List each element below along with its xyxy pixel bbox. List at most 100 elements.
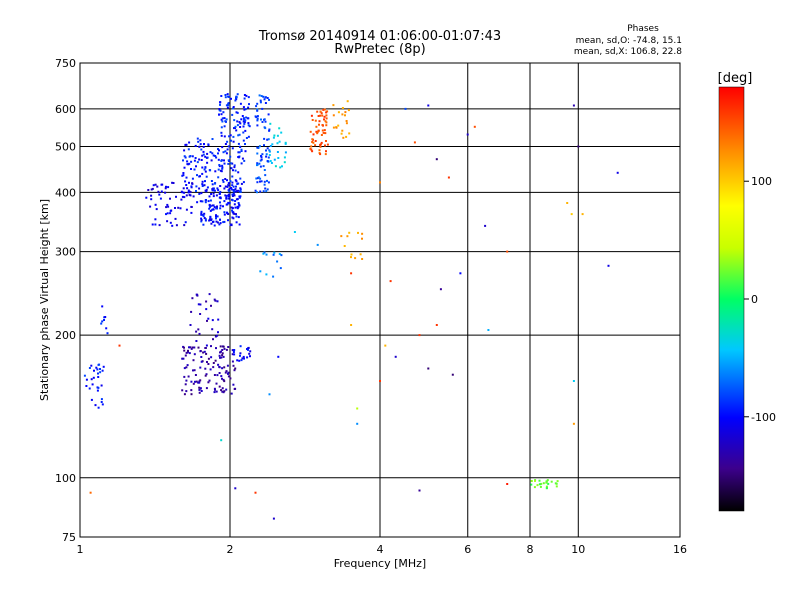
data-point — [206, 152, 209, 155]
data-point — [200, 212, 203, 215]
data-point — [262, 252, 265, 255]
data-point — [196, 201, 199, 204]
data-point — [211, 138, 214, 140]
data-point — [218, 372, 221, 374]
data-point — [218, 164, 221, 166]
data-point — [262, 95, 265, 98]
data-point — [484, 224, 487, 227]
data-point — [203, 168, 206, 171]
data-point — [231, 181, 234, 184]
data-point — [242, 106, 245, 109]
data-point — [225, 197, 228, 200]
y-tick-label: 400 — [55, 186, 76, 199]
data-point — [104, 316, 107, 318]
data-point — [259, 180, 261, 183]
data-point — [221, 387, 224, 390]
data-point — [202, 145, 205, 148]
data-point — [160, 190, 163, 193]
data-point — [283, 161, 286, 164]
data-point — [350, 253, 353, 256]
data-point — [324, 132, 327, 135]
data-point — [158, 224, 161, 227]
data-point — [242, 120, 245, 123]
data-point — [216, 207, 218, 210]
data-point — [183, 346, 185, 349]
data-point — [216, 300, 219, 303]
data-point — [189, 155, 192, 157]
y-tick-labels: 75 100 200 300 400 500 600 750 — [55, 57, 76, 544]
colorbar-label: [deg] — [718, 71, 753, 86]
data-point — [226, 185, 229, 188]
data-point — [389, 280, 392, 283]
data-point — [347, 109, 350, 112]
data-point — [185, 390, 188, 393]
data-point — [210, 159, 213, 162]
data-point — [184, 180, 187, 183]
data-point — [225, 203, 228, 206]
data-point — [217, 168, 220, 171]
data-point — [332, 126, 335, 129]
data-point — [171, 181, 174, 184]
data-point — [199, 200, 202, 203]
data-point — [231, 209, 233, 212]
data-point — [184, 143, 187, 146]
data-point — [172, 182, 175, 184]
data-point — [210, 304, 212, 307]
data-point — [227, 195, 230, 198]
data-point — [211, 328, 214, 331]
data-point — [205, 175, 208, 178]
data-point — [231, 349, 234, 352]
data-point — [314, 144, 317, 147]
data-point — [243, 94, 246, 96]
data-point — [279, 267, 282, 270]
data-point — [315, 130, 318, 133]
data-point — [266, 138, 269, 141]
data-point — [220, 439, 223, 442]
data-point — [204, 367, 207, 370]
data-point — [231, 210, 234, 213]
data-point — [212, 208, 215, 211]
data-point — [246, 348, 248, 350]
data-point — [229, 223, 232, 226]
data-point — [185, 184, 188, 186]
data-point — [194, 380, 196, 383]
data-point — [265, 153, 268, 156]
data-point — [212, 366, 215, 369]
data-point — [404, 107, 407, 110]
data-point — [201, 200, 204, 203]
data-point — [224, 371, 227, 374]
y-axis-label: Stationary phase Virtual Height [km] — [38, 199, 51, 401]
data-point — [309, 130, 312, 133]
data-point — [230, 162, 233, 165]
data-point — [90, 364, 93, 367]
data-point — [337, 111, 340, 114]
data-point — [180, 198, 183, 201]
data-point — [225, 120, 227, 123]
data-point — [319, 145, 322, 148]
data-point — [200, 192, 203, 195]
data-point — [202, 223, 205, 226]
data-point — [182, 172, 185, 174]
data-point — [247, 96, 250, 99]
data-point — [247, 346, 250, 349]
data-point — [99, 368, 101, 370]
data-point — [195, 340, 198, 342]
data-point — [554, 482, 557, 485]
data-point — [235, 190, 238, 193]
data-point — [218, 165, 221, 168]
data-point — [210, 218, 213, 221]
data-point — [263, 144, 265, 147]
data-point — [227, 219, 229, 222]
data-point — [280, 254, 283, 257]
data-point — [88, 387, 91, 390]
y-tick-label: 75 — [62, 531, 76, 544]
data-point — [572, 422, 575, 425]
x-tick-label: 6 — [464, 543, 471, 556]
data-point — [238, 133, 241, 136]
data-point — [210, 222, 213, 225]
data-point — [225, 104, 228, 107]
data-point — [183, 196, 186, 199]
data-point — [201, 183, 204, 186]
data-point — [185, 366, 188, 369]
data-point — [538, 479, 541, 482]
